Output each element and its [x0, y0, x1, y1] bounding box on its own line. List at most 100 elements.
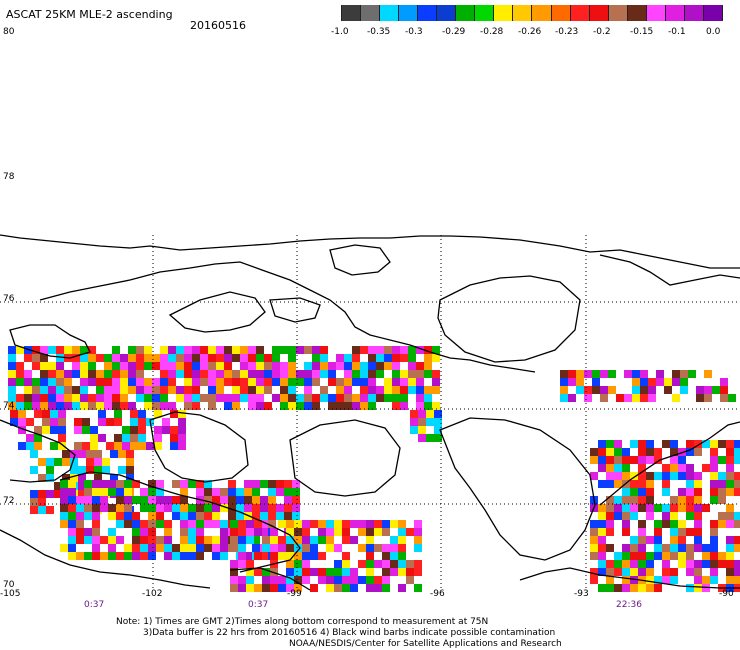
wind-cell	[246, 520, 254, 528]
wind-cell	[398, 584, 406, 592]
wind-cell	[188, 504, 196, 512]
time-label-1: 0:37	[84, 600, 105, 610]
lat-label-74: 74	[3, 401, 15, 411]
wind-cell	[238, 520, 246, 528]
wind-cell	[48, 346, 56, 354]
wind-cell	[414, 568, 422, 576]
wind-cell	[30, 466, 38, 474]
wind-cell	[614, 464, 622, 472]
wind-cell	[130, 426, 138, 434]
wind-cell	[726, 552, 734, 560]
wind-cell	[192, 402, 200, 410]
wind-cell	[408, 386, 416, 394]
wind-cell	[704, 386, 712, 394]
wind-cell	[114, 410, 122, 418]
wind-cell	[124, 552, 132, 560]
wind-cell	[648, 378, 656, 386]
wind-cell	[284, 488, 292, 496]
wind-cell	[434, 426, 442, 434]
wind-cell	[678, 528, 686, 536]
wind-cell	[606, 440, 614, 448]
wind-cell	[268, 496, 276, 504]
wind-cell	[208, 362, 216, 370]
wind-cell	[240, 386, 248, 394]
wind-cell	[160, 402, 168, 410]
wind-cell	[686, 488, 694, 496]
wind-cell	[168, 402, 176, 410]
wind-cell	[434, 434, 442, 442]
wind-cell	[286, 576, 294, 584]
wind-cell	[96, 394, 104, 402]
wind-cell	[710, 536, 718, 544]
wind-cell	[726, 504, 734, 512]
wind-cell	[224, 378, 232, 386]
wind-cell	[286, 544, 294, 552]
wind-cell	[176, 386, 184, 394]
wind-cell	[358, 528, 366, 536]
wind-cell	[122, 434, 130, 442]
wind-cell	[200, 362, 208, 370]
wind-cell	[424, 402, 432, 410]
wind-cell	[728, 394, 736, 402]
wind-cell	[726, 448, 734, 456]
wind-cell	[108, 552, 116, 560]
wind-cell	[144, 362, 152, 370]
wind-cell	[262, 544, 270, 552]
wind-cell	[288, 362, 296, 370]
wind-cell	[148, 536, 156, 544]
wind-cell	[680, 370, 688, 378]
wind-cell	[664, 386, 672, 394]
wind-cell	[336, 362, 344, 370]
wind-cell	[670, 472, 678, 480]
wind-cell	[78, 474, 86, 482]
wind-cell	[204, 544, 212, 552]
wind-cell	[110, 450, 118, 458]
wind-cell	[54, 490, 62, 498]
note-line-2: 3)Data buffer is 22 hrs from 20160516 4)…	[143, 628, 556, 638]
wind-cell	[670, 464, 678, 472]
wind-cell	[568, 394, 576, 402]
wind-cell	[92, 504, 100, 512]
wind-cell	[140, 504, 148, 512]
wind-cell	[434, 410, 442, 418]
wind-cell	[294, 560, 302, 568]
wind-cell	[416, 378, 424, 386]
wind-cell	[116, 536, 124, 544]
wind-cell	[78, 466, 86, 474]
colorbar-tick-label: -0.15	[630, 27, 654, 37]
wind-cell	[294, 544, 302, 552]
wind-cell	[646, 448, 654, 456]
wind-cell	[414, 560, 422, 568]
wind-cell	[678, 552, 686, 560]
wind-cell	[672, 394, 680, 402]
wind-cell	[118, 450, 126, 458]
wind-cell	[108, 544, 116, 552]
wind-cell	[632, 386, 640, 394]
wind-cell	[8, 402, 16, 410]
wind-cell	[148, 480, 156, 488]
wind-cell	[654, 448, 662, 456]
wind-cell	[304, 394, 312, 402]
wind-cell	[392, 370, 400, 378]
wind-cell	[622, 576, 630, 584]
lat-label-76: 76	[3, 294, 15, 304]
wind-cell	[296, 346, 304, 354]
wind-cell	[622, 552, 630, 560]
coastline-segment	[59, 471, 301, 573]
wind-cell	[56, 354, 64, 362]
wind-cell	[154, 410, 162, 418]
wind-cell	[694, 536, 702, 544]
wind-cell	[614, 456, 622, 464]
wind-cell	[630, 456, 638, 464]
wind-cell	[180, 552, 188, 560]
wind-cell	[400, 378, 408, 386]
wind-cell	[64, 394, 72, 402]
wind-cell	[184, 354, 192, 362]
wind-cell	[670, 504, 678, 512]
wind-cell	[72, 370, 80, 378]
wind-cell	[286, 568, 294, 576]
wind-cell	[590, 528, 598, 536]
wind-cell	[614, 568, 622, 576]
wind-cell	[208, 378, 216, 386]
wind-cell	[152, 402, 160, 410]
